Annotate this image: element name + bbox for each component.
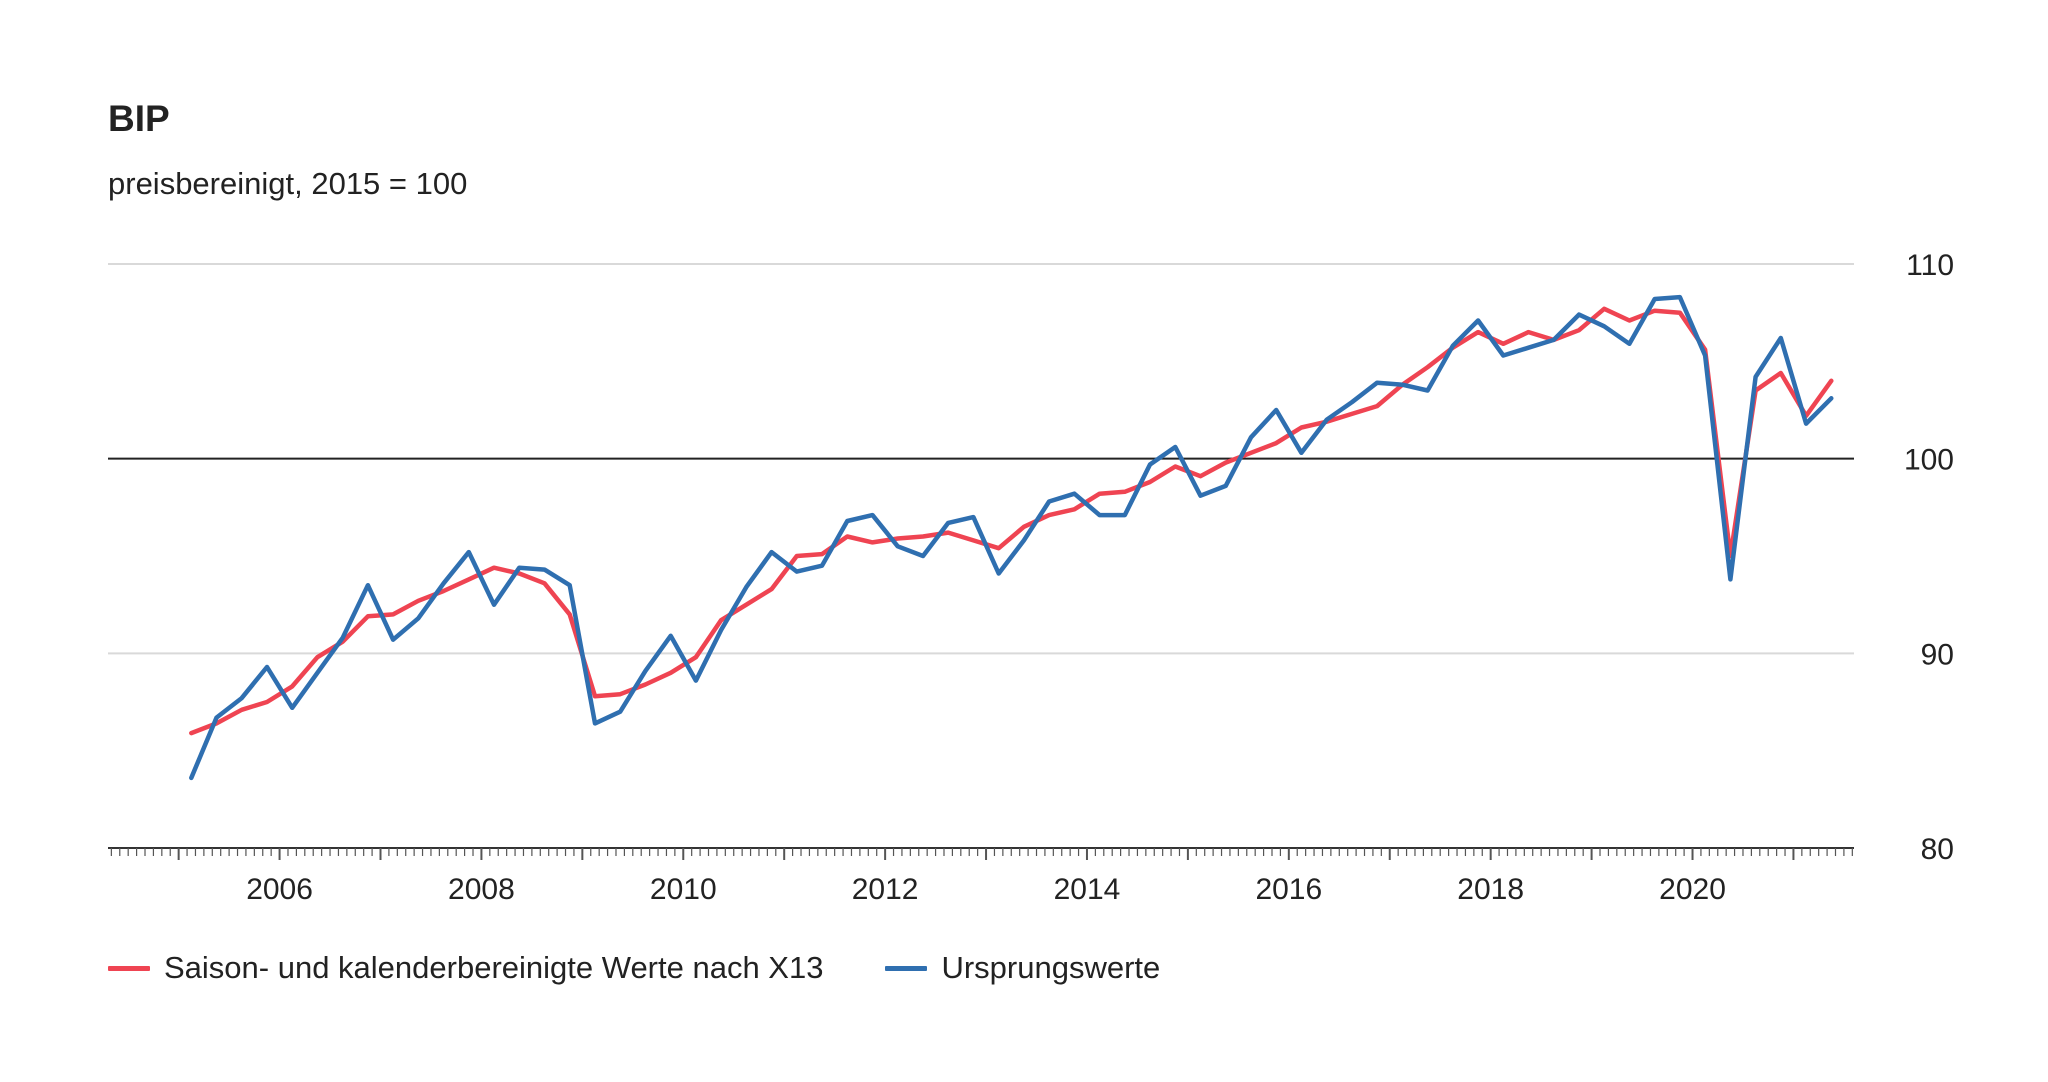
- chart-subtitle: preisbereinigt, 2015 = 100: [108, 166, 468, 201]
- legend-swatch-adjusted: [108, 965, 150, 971]
- y-tick-label-90: 90: [1921, 638, 1954, 671]
- series-line-original: [189, 294, 1834, 781]
- x-tick-label-2010: 2010: [650, 873, 717, 906]
- y-tick-label-100: 100: [1904, 444, 1954, 477]
- legend-item-original: Ursprungswerte: [885, 950, 1160, 986]
- x-tick-label-2020: 2020: [1659, 873, 1726, 906]
- legend-item-adjusted: Saison- und kalenderbereinigte Werte nac…: [108, 950, 823, 986]
- y-tick-label-80: 80: [1921, 833, 1954, 866]
- chart-title: BIP: [108, 98, 170, 139]
- x-tick-label-2014: 2014: [1054, 873, 1121, 906]
- y-tick-label-110: 110: [1906, 249, 1954, 282]
- x-tick-label-2008: 2008: [448, 873, 515, 906]
- legend-label-original: Ursprungswerte: [941, 950, 1161, 985]
- series-line-adjusted: [189, 306, 1834, 736]
- legend-swatch-original: [885, 965, 928, 971]
- legend: Saison- und kalenderbereinigte Werte nac…: [108, 950, 1222, 986]
- x-tick-label-2018: 2018: [1457, 873, 1524, 906]
- legend-label-adjusted: Saison- und kalenderbereinigte Werte nac…: [164, 950, 824, 985]
- x-tick-label-2016: 2016: [1255, 873, 1322, 906]
- x-tick-label-2012: 2012: [852, 873, 919, 906]
- x-tick-label-2006: 2006: [246, 873, 313, 906]
